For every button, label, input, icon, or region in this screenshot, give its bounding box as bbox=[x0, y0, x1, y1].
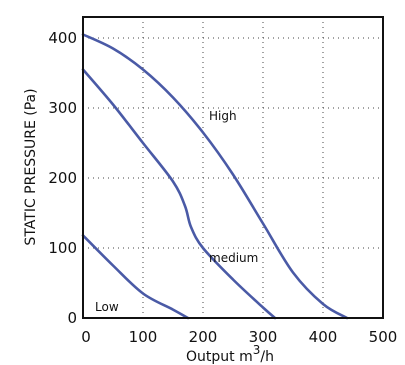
x-axis-title-suffix: /h bbox=[260, 349, 274, 365]
grid-lines bbox=[83, 17, 383, 318]
y-tick-label-0: 0 bbox=[67, 309, 77, 327]
plot-frame bbox=[82, 16, 384, 319]
x-tick-labels: 0 100 200 300 400 500 bbox=[81, 328, 397, 346]
y-tick-label-400: 400 bbox=[48, 29, 77, 47]
x-tick-label-500: 500 bbox=[369, 328, 398, 346]
series-label-low: Low bbox=[95, 300, 119, 314]
series-labels: High medium Low bbox=[95, 109, 258, 314]
y-tick-label-200: 200 bbox=[48, 169, 77, 187]
curve-high bbox=[81, 33, 349, 320]
y-tick-labels: 0 100 200 300 400 bbox=[48, 29, 77, 327]
x-axis-title-main: Output m bbox=[186, 349, 253, 365]
y-tick-label-100: 100 bbox=[48, 239, 77, 257]
series-label-medium: medium bbox=[209, 251, 258, 265]
curve-medium bbox=[81, 68, 277, 320]
x-axis-title: Output m3/h bbox=[186, 343, 274, 365]
series-label-high: High bbox=[209, 109, 237, 123]
x-axis-title-superscript: 3 bbox=[253, 343, 261, 357]
y-axis-title: STATIC PRESSURE (Pa) bbox=[23, 88, 39, 245]
y-tick-label-300: 300 bbox=[48, 99, 77, 117]
x-tick-label-100: 100 bbox=[129, 328, 158, 346]
x-tick-label-300: 300 bbox=[249, 328, 278, 346]
performance-curves bbox=[81, 33, 349, 320]
x-tick-label-0: 0 bbox=[81, 328, 91, 346]
x-tick-label-200: 200 bbox=[189, 328, 218, 346]
x-tick-label-400: 400 bbox=[309, 328, 338, 346]
curve-low bbox=[81, 234, 190, 320]
